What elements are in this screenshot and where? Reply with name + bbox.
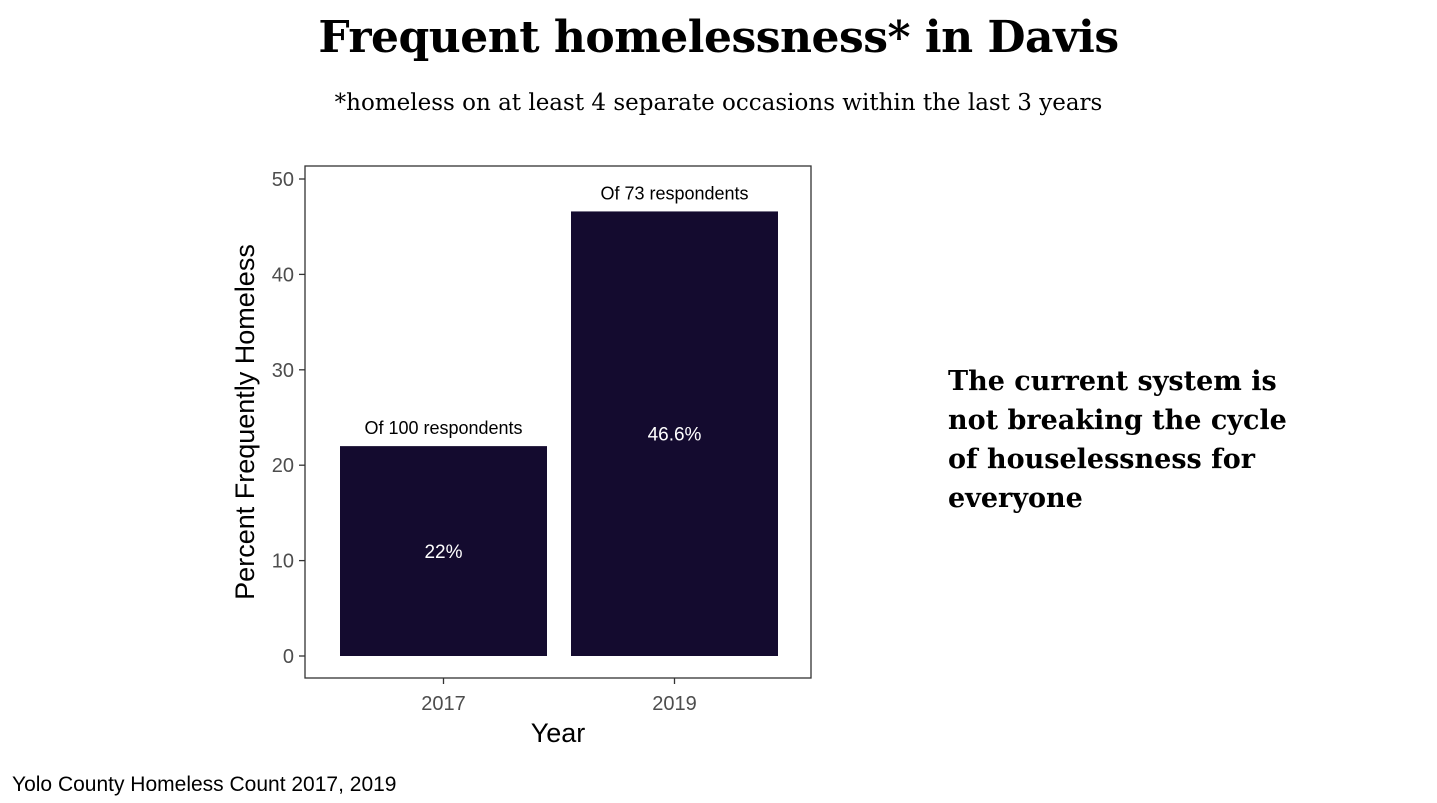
y-tick-label: 10 — [272, 551, 294, 573]
y-tick-label: 40 — [272, 264, 294, 286]
bar-annotation: Of 73 respondents — [600, 183, 748, 203]
bar-annotation: Of 100 respondents — [364, 418, 522, 438]
note-line: everyone — [948, 483, 1083, 514]
source-caption: Yolo County Homeless Count 2017, 2019 — [12, 773, 397, 796]
chart-subtitle: *homeless on at least 4 separate occasio… — [334, 90, 1103, 116]
x-tick-label: 2017 — [421, 693, 466, 715]
y-tick-label: 50 — [272, 169, 294, 191]
note-line: not breaking the cycle — [948, 405, 1287, 436]
bar-2019 — [571, 211, 778, 656]
y-tick-label: 20 — [272, 455, 294, 477]
y-axis-title: Percent Frequently Homeless — [230, 244, 260, 600]
note-line: of houselessness for — [948, 444, 1255, 475]
y-tick-label: 30 — [272, 360, 294, 382]
bar-value-label: 46.6% — [648, 425, 702, 446]
note-line: The current system is — [948, 366, 1277, 397]
x-tick-label: 2019 — [652, 693, 697, 715]
bar-value-label: 22% — [424, 542, 462, 563]
y-axis: 0 10 20 30 40 50 — [272, 169, 305, 668]
x-axis: 2017 2019 — [421, 678, 697, 715]
y-tick-label: 0 — [283, 646, 294, 668]
x-axis-title: Year — [531, 718, 586, 748]
takeaway-note: The current system is not breaking the c… — [948, 362, 1368, 518]
plot-panel-border — [304, 165, 812, 679]
bars-group: 22% Of 100 respondents 46.6% Of 73 responde… — [340, 183, 778, 656]
chart-title: Frequent homelessness* in Davis — [318, 12, 1119, 63]
bar-2017 — [340, 446, 547, 656]
